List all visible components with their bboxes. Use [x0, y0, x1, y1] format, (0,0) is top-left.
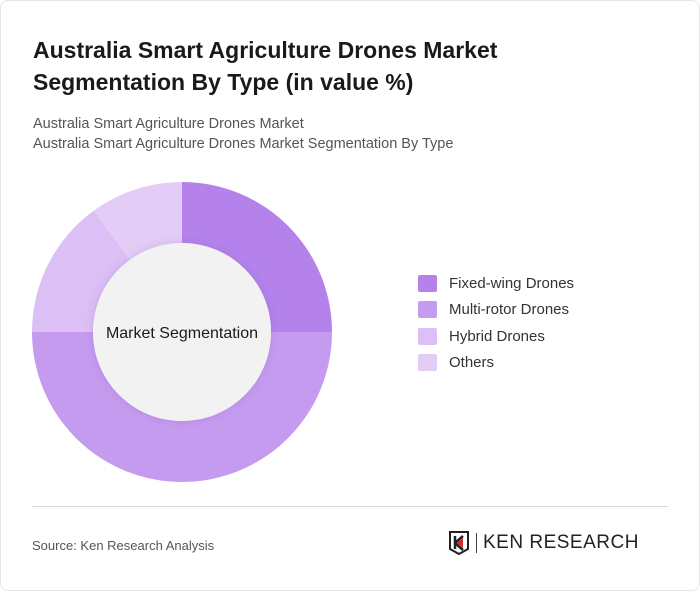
ken-logo-icon [449, 531, 469, 555]
ken-research-logo: KEN RESEARCH [448, 531, 639, 555]
slice-hybrid-drones [32, 210, 130, 332]
legend-label: Others [449, 354, 495, 372]
slice-fixed-wing-drones [182, 182, 332, 332]
legend-swatch [418, 301, 437, 319]
source-note: Source: Ken Research Analysis [32, 538, 215, 553]
legend-label: Fixed-wing Drones [449, 274, 575, 292]
legend-swatch [418, 274, 437, 292]
legend-label: Multi-rotor Drones [449, 301, 570, 319]
legend-swatch [418, 354, 437, 372]
divider [32, 506, 668, 507]
logo-separator [476, 533, 477, 553]
legend-item: Hybrid Drones [418, 317, 574, 356]
slice-multi-rotor-drones [32, 332, 332, 482]
chart-title: Australia Smart Agriculture Drones Marke… [33, 37, 498, 95]
legend-item: Others [418, 344, 574, 383]
legend-swatch [418, 327, 437, 345]
center-label: Market Segmentation [106, 325, 258, 342]
subtitle-line-2: Australia Smart Agriculture Drones Marke… [33, 136, 454, 152]
slice-others [93, 182, 182, 260]
logo-text: KEN RESEARCH [483, 532, 639, 553]
donut-center [93, 243, 271, 421]
legend-item: Fixed-wing Drones [418, 264, 574, 303]
legend-item: Multi-rotor Drones [418, 291, 574, 330]
legend-label: Hybrid Drones [449, 327, 545, 345]
subtitle-line-1: Australia Smart Agriculture Drones Marke… [33, 116, 304, 132]
legend: Fixed-wing Drones Multi-rotor Drones Hybri… [418, 264, 574, 382]
